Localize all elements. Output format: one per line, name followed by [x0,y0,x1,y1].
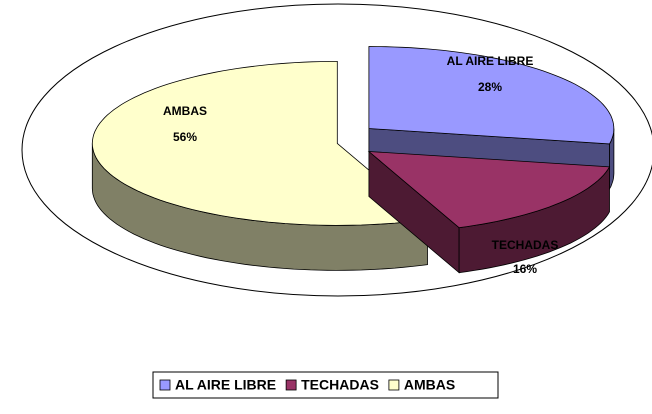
legend-box [152,371,499,399]
slice [367,151,611,229]
legend: AL AIRE LIBRE TECHADAS AMBAS [159,377,455,393]
slice-label: TECHADAS [492,238,559,252]
slice [91,61,429,226]
legend-label: AL AIRE LIBRE [175,377,276,393]
slice-value-label: 28% [478,80,502,94]
pie: AL AIRE LIBRE 28% TECHADAS 16% AMBAS 56% [91,46,615,276]
legend-label: TECHADAS [301,377,379,393]
legend-swatch [285,379,297,391]
legend-swatch [159,379,171,391]
backdrop-ellipse [21,3,652,297]
legend-label: AMBAS [404,377,455,393]
slice-value-label: 56% [173,130,197,144]
legend-swatch [388,379,400,391]
slice [368,46,615,145]
slice-label: AL AIRE LIBRE [447,54,534,68]
slice-label: AMBAS [163,104,207,118]
slice-value-label: 16% [513,262,537,276]
